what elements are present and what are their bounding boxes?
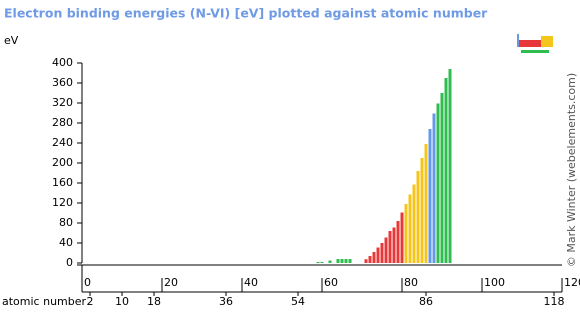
bar [408,194,412,263]
y-tick-label: 320 [52,96,73,109]
bar [396,221,400,263]
bar [376,247,380,263]
x-tick-label: 120 [564,276,580,289]
y-tick-label: 360 [52,76,73,89]
bar [420,158,424,263]
noble-gas-label: 36 [219,295,233,308]
bar [372,252,376,263]
bar [412,184,416,263]
bar [364,259,368,263]
x-tick-label: 60 [324,276,338,289]
y-tick-label: 280 [52,116,73,129]
bar [380,243,384,263]
noble-gas-label: 118 [544,295,565,308]
bar [340,259,344,263]
bar [384,237,388,263]
y-tick-label: 200 [52,156,73,169]
bar [316,262,320,263]
bar [348,259,352,263]
bar [392,227,396,263]
bar [432,113,436,263]
y-tick-label: 0 [66,256,73,269]
bar [428,129,432,263]
bar [400,212,404,263]
x-tick-label: 80 [404,276,418,289]
y-tick-label: 240 [52,136,73,149]
noble-gas-label: 10 [115,295,129,308]
bar [336,259,340,263]
bar [404,204,408,263]
y-tick-label: 40 [59,236,73,249]
credit: © Mark Winter (webelements.com) [565,73,578,267]
periodic-table-icon [517,34,553,53]
noble-gas-label: 86 [419,295,433,308]
bar [444,78,448,263]
bar [328,260,332,263]
noble-gas-label: 18 [147,295,161,308]
bar [440,93,444,263]
y-tick-label: 80 [59,216,73,229]
x-axis-label: atomic number [2,295,87,308]
bar [344,259,348,263]
y-tick-label: 120 [52,196,73,209]
bar [448,69,452,263]
y-tick-label: 400 [52,56,73,69]
y-axis-label: eV [4,34,19,47]
noble-gas-label: 54 [291,295,305,308]
noble-gas-label: 2 [87,295,94,308]
bar [320,262,324,263]
bar [368,256,372,263]
bar [416,171,420,263]
bar [424,144,428,263]
bar [436,103,440,263]
y-tick-label: 160 [52,176,73,189]
chart-title: Electron binding energies (N-VI) [eV] pl… [4,6,488,21]
x-tick-label: 100 [484,276,505,289]
x-tick-label: 20 [164,276,178,289]
x-tick-label: 40 [244,276,258,289]
x-tick-label: 0 [84,276,91,289]
bar [388,231,392,263]
